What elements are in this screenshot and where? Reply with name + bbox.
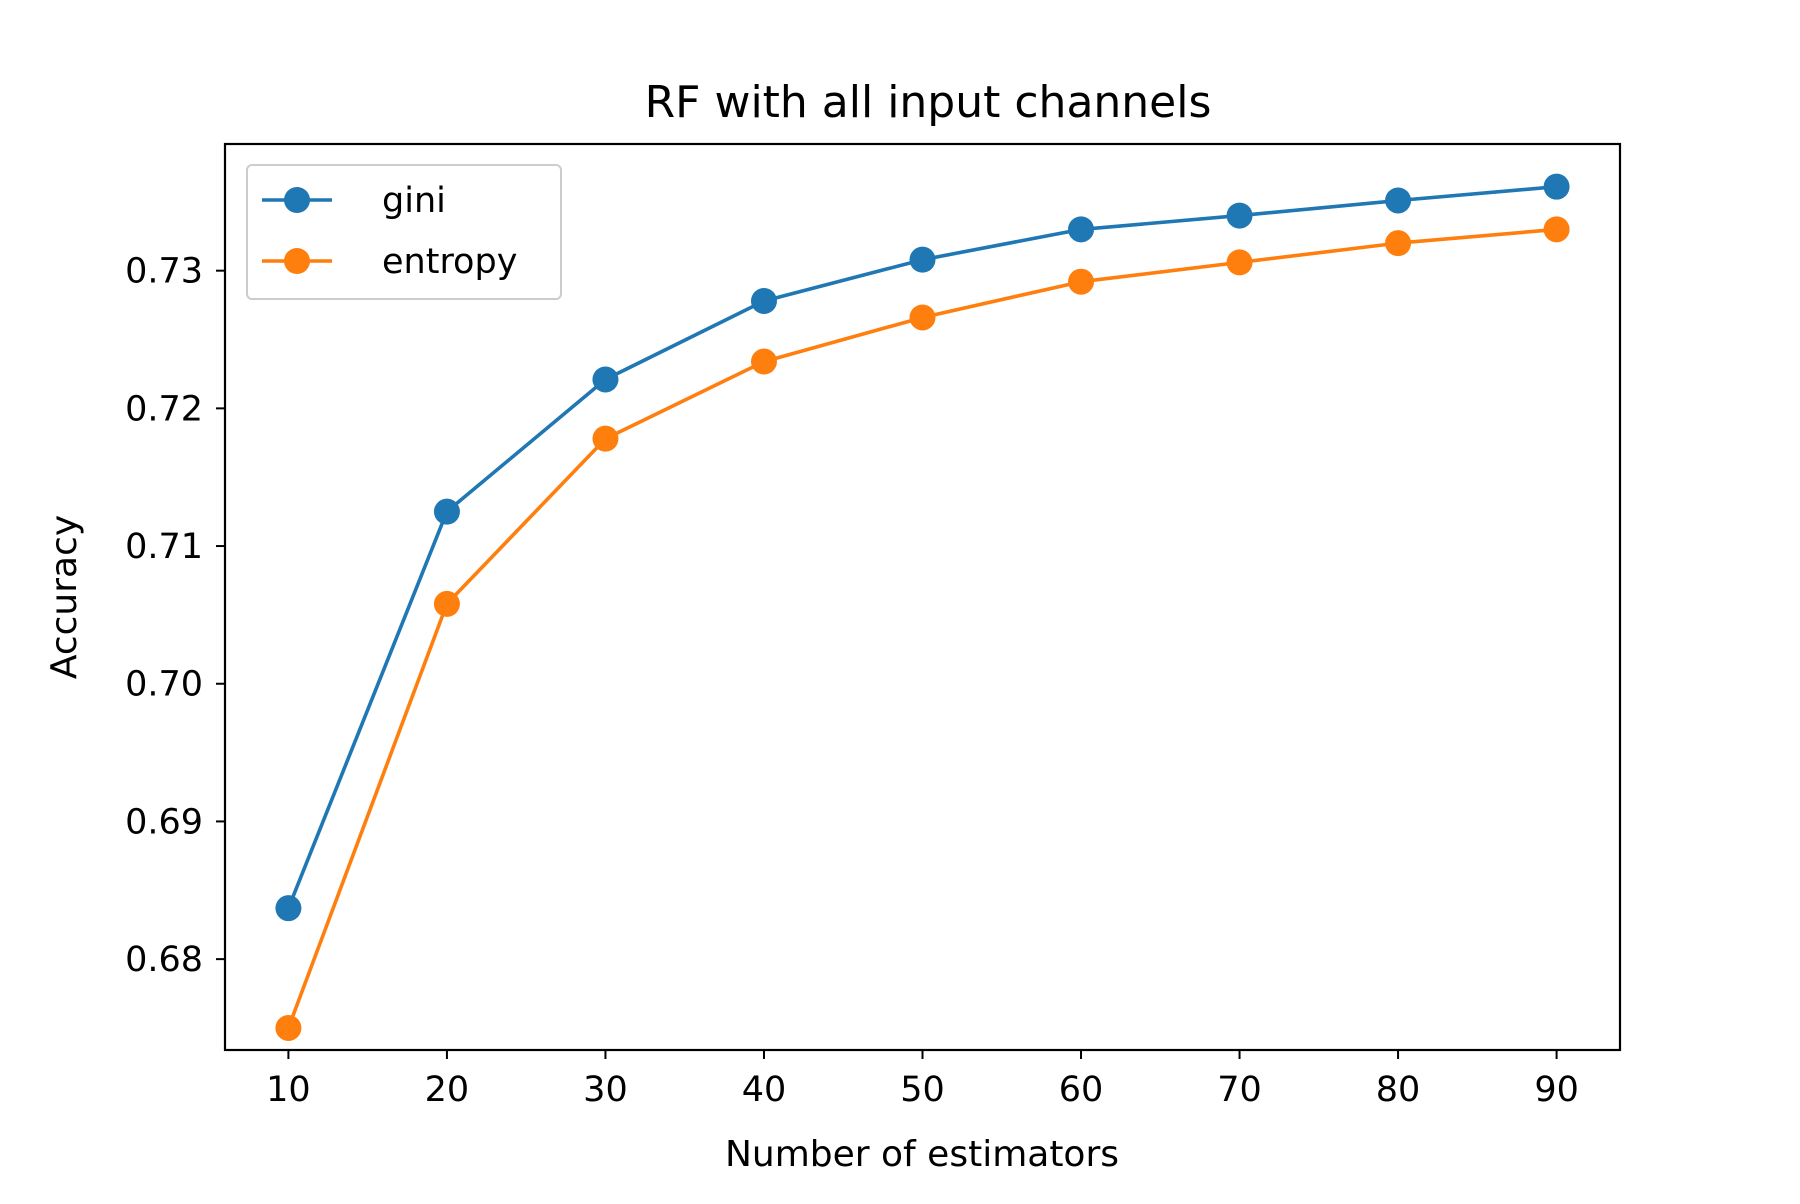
data-point-gini <box>433 498 460 525</box>
data-point-gini <box>592 366 619 393</box>
data-point-entropy <box>275 1014 302 1041</box>
x-axis-label: Number of estimators <box>725 1134 1119 1175</box>
data-point-entropy <box>592 425 619 452</box>
y-tick-label: 0.69 <box>125 802 203 842</box>
y-tick-label: 0.68 <box>125 940 203 980</box>
series-line-entropy <box>286 227 1557 1029</box>
data-point-gini <box>1226 202 1253 229</box>
legend-label-gini: gini <box>382 181 446 221</box>
x-tick-label: 50 <box>900 1070 945 1110</box>
chart-title: RF with all input channels <box>645 77 1212 128</box>
data-point-gini <box>1068 216 1095 243</box>
data-point-entropy <box>750 348 777 375</box>
x-tick-label: 10 <box>266 1070 311 1110</box>
data-point-entropy <box>1226 249 1253 276</box>
y-tick-label: 0.73 <box>125 252 203 292</box>
x-tick-label: 40 <box>742 1070 787 1110</box>
data-point-entropy <box>433 590 460 617</box>
legend-marker-entropy <box>284 248 310 274</box>
y-axis-label: Accuracy <box>44 515 85 679</box>
x-tick-label: 80 <box>1376 1070 1421 1110</box>
plot-area <box>275 173 1570 1041</box>
data-point-gini <box>1543 173 1570 200</box>
data-point-gini <box>1385 187 1412 214</box>
data-point-gini <box>750 287 777 314</box>
legend-label-entropy: entropy <box>382 242 517 282</box>
legend: gini entropy <box>246 164 562 300</box>
x-tick-label: 20 <box>425 1070 470 1110</box>
legend-marker-gini <box>284 187 310 213</box>
data-point-gini <box>909 246 936 273</box>
data-point-entropy <box>1543 216 1570 243</box>
x-tick-label: 90 <box>1534 1070 1579 1110</box>
data-point-entropy <box>1068 268 1095 295</box>
y-tick-label: 0.70 <box>125 665 203 705</box>
y-tick-label: 0.72 <box>125 389 203 429</box>
data-point-entropy <box>1385 230 1412 257</box>
x-tick-label: 30 <box>583 1070 628 1110</box>
x-tick-label: 70 <box>1217 1070 1262 1110</box>
x-tick-label: 60 <box>1059 1070 1104 1110</box>
data-point-gini <box>275 895 302 922</box>
y-tick-label: 0.71 <box>125 527 203 567</box>
data-point-entropy <box>909 304 936 331</box>
axis-ticks: 10 20 30 40 50 60 70 80 90 0.68 0.69 0.70 0.71 0.72 0.… <box>125 252 1579 1110</box>
